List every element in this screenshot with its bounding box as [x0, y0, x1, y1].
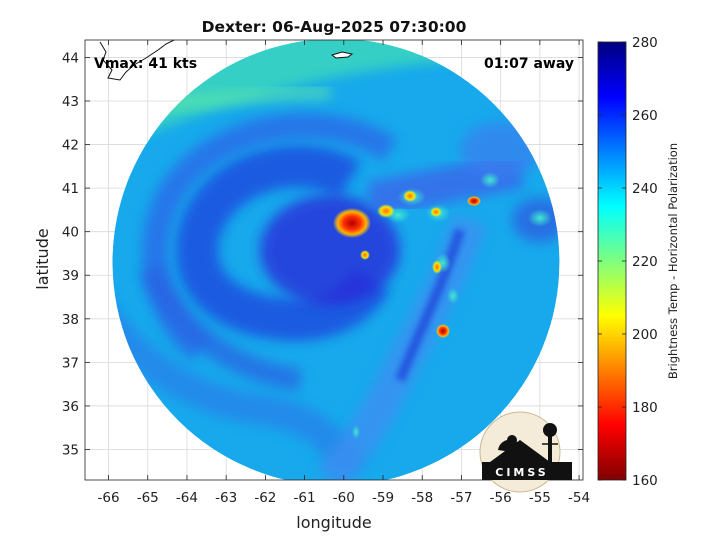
y-tick-label: 36 — [62, 399, 79, 415]
coastline-island — [330, 51, 354, 59]
y-tick-label: 39 — [62, 268, 79, 284]
x-tick-label: -62 — [254, 490, 276, 506]
x-tick-label: -64 — [176, 490, 198, 506]
colorbar: 160 180 200 220 240 260 280 Brightness Temp - … — [597, 35, 680, 489]
x-tick-label: -59 — [372, 490, 394, 506]
colorbar-tick-label: 280 — [632, 35, 658, 51]
plot-frame — [84, 39, 584, 481]
colorbar-tick-label: 180 — [632, 400, 658, 416]
x-tick-label: -63 — [215, 490, 237, 506]
x-tick-label: -61 — [294, 490, 316, 506]
coastline — [99, 40, 176, 81]
y-tick-label: 41 — [62, 181, 79, 197]
chart-title: Dexter: 06-Aug-2025 07:30:00 — [202, 18, 467, 36]
y-tick-label: 37 — [62, 355, 79, 371]
y-tick-label: 38 — [62, 312, 79, 328]
x-axis-ticks: -66 -65 -64 -63 -62 -61 -60 -59 -58 -57 -56 -55 -54 — [97, 40, 590, 506]
x-tick-label: -56 — [490, 490, 512, 506]
colorbar-tick-label: 220 — [632, 254, 658, 270]
x-tick-label: -55 — [529, 490, 551, 506]
x-tick-label: -66 — [97, 490, 119, 506]
cimss-logo: CIMSS — [479, 411, 572, 493]
y-axis-ticks: 35 36 37 38 39 40 41 42 43 44 — [62, 50, 583, 459]
x-tick-label: -65 — [137, 490, 159, 506]
colorbar-tick-label: 200 — [632, 327, 658, 343]
y-tick-label: 44 — [62, 50, 79, 66]
y-tick-label: 42 — [62, 138, 79, 154]
x-tick-label: -57 — [450, 490, 472, 506]
y-tick-label: 43 — [62, 94, 79, 110]
x-tick-label: -58 — [411, 490, 433, 506]
x-tick-label: -54 — [568, 490, 590, 506]
colorbar-ticks: 160 180 200 220 240 260 280 — [598, 35, 658, 489]
time-away-annotation: 01:07 away — [484, 56, 574, 72]
colorbar-tick-label: 260 — [632, 108, 658, 124]
x-tick-label: -60 — [333, 490, 355, 506]
vmax-annotation: Vmax: 41 kts — [94, 56, 197, 72]
y-axis-label: latitude — [33, 228, 52, 289]
cimss-logo-text: CIMSS — [495, 466, 548, 479]
colorbar-tick-label: 240 — [632, 181, 658, 197]
y-tick-label: 40 — [62, 225, 79, 241]
y-tick-label: 35 — [62, 443, 79, 459]
colorbar-gradient — [597, 41, 627, 481]
colorbar-tick-label: 160 — [632, 473, 658, 489]
colorbar-label: Brightness Temp - Horizontal Polarizatio… — [666, 143, 680, 379]
x-axis-label: longitude — [296, 513, 371, 532]
